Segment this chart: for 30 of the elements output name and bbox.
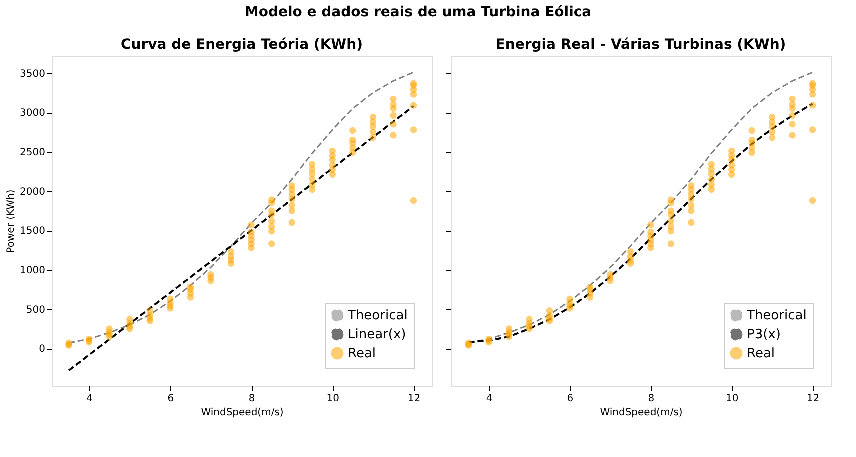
x-tick-label: 12 — [408, 394, 421, 404]
y-tick-label: 500 — [26, 304, 46, 316]
chart-title: Energia Real - Várias Turbinas (KWh) — [496, 37, 786, 53]
x-tick-label: 10 — [326, 394, 340, 404]
x-axis-title: WindSpeed(m/s) — [201, 408, 284, 418]
y-tick-label: 3500 — [20, 68, 46, 80]
y-axis-title: Power (KWh) — [6, 190, 18, 254]
x-tick-label: 6 — [168, 394, 174, 404]
y-tick-label: 3000 — [20, 108, 46, 120]
y-tick-label: 1000 — [20, 265, 46, 276]
y-tick-label: 2000 — [20, 186, 46, 198]
chart-title: Curva de Energia Teória (KWh) — [121, 37, 363, 53]
text: Modelo e dados reais de uma Turbina Eólica — [244, 4, 592, 20]
legend-label: Real — [747, 346, 776, 362]
legend-label: Linear(x) — [348, 328, 406, 342]
x-axis-title: WindSpeed(m/s) — [600, 408, 683, 418]
y-tick-label: 2500 — [20, 147, 46, 158]
legend-label: Theorical — [746, 308, 807, 324]
x-tick-label: 12 — [806, 394, 820, 404]
x-tick-label: 10 — [726, 394, 739, 404]
x-tick-label: 4 — [86, 394, 93, 404]
x-tick-label: 6 — [567, 394, 574, 404]
y-tick-label: 1500 — [20, 226, 46, 238]
x-tick-label: 4 — [486, 394, 493, 404]
legend-label: P3(x) — [747, 328, 781, 342]
legend-label: Theorical — [347, 308, 408, 324]
y-tick-label: 0 — [39, 344, 46, 356]
legend-label: Real — [348, 346, 376, 362]
x-tick-label: 8 — [248, 394, 256, 404]
x-tick-label: 8 — [648, 394, 655, 404]
